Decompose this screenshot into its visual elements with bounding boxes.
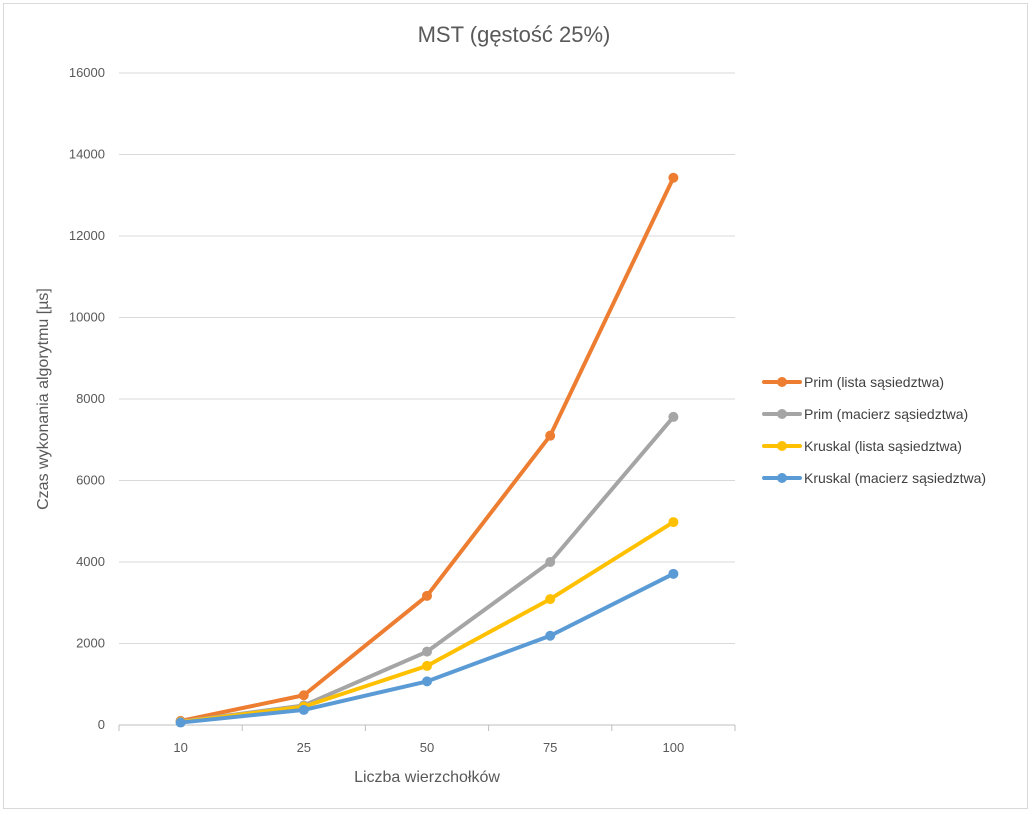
y-tick-label: 4000 (76, 554, 105, 569)
data-point (175, 717, 186, 728)
series-line (178, 520, 676, 725)
data-point (668, 411, 679, 422)
legend-item: Prim (lista sąsiedztwa) (762, 374, 944, 390)
x-axis-title: Liczba wierzchołków (354, 769, 500, 786)
x-tick-label: 25 (297, 740, 311, 755)
chart-title: MST (gęstość 25%) (418, 22, 611, 47)
data-point (422, 646, 432, 657)
y-tick-label: 2000 (76, 636, 105, 651)
y-tick-label: 8000 (76, 391, 105, 406)
legend-swatch-marker (777, 441, 787, 451)
data-point (668, 172, 679, 183)
data-point (545, 630, 556, 641)
y-tick-label: 16000 (69, 65, 105, 80)
data-point (668, 517, 679, 528)
data-point (545, 557, 556, 567)
legend-label: Prim (macierz sąsiedztwa) (804, 406, 968, 422)
data-point (668, 568, 679, 579)
chart-frame (3, 3, 1028, 809)
series-0 (175, 172, 679, 726)
legend-item: Kruskal (macierz sąsiedztwa) (762, 470, 986, 486)
series-2 (175, 517, 679, 728)
x-tick-label: 100 (663, 740, 685, 755)
legend-label: Kruskal (macierz sąsiedztwa) (804, 470, 986, 486)
data-point (298, 690, 309, 701)
legend-swatch-marker (777, 409, 787, 419)
x-tick-label: 75 (543, 740, 557, 755)
y-tick-label: 6000 (76, 473, 105, 488)
series-line (178, 175, 676, 723)
legend-swatch-marker (777, 377, 787, 387)
x-tick-label: 50 (420, 740, 434, 755)
data-point (422, 676, 432, 687)
legend-swatch-marker (777, 473, 787, 483)
data-point (298, 704, 309, 715)
y-tick-label: 14000 (69, 147, 105, 162)
x-axis-ticks: 10 25 50 75 100 (118, 725, 736, 755)
data-point (422, 660, 432, 671)
y-axis-title: Czas wykonania algorytmu [µs] (35, 288, 52, 510)
legend-label: Kruskal (lista sąsiedztwa) (804, 438, 962, 454)
legend-item: Prim (macierz sąsiedztwa) (762, 406, 968, 422)
y-tick-label: 10000 (69, 310, 105, 325)
data-point (545, 430, 556, 441)
data-point (545, 594, 556, 605)
legend-item: Kruskal (lista sąsiedztwa) (762, 438, 962, 454)
x-tick-label: 10 (173, 740, 187, 755)
data-point (422, 590, 432, 601)
gridlines (119, 72, 735, 644)
legend-label: Prim (lista sąsiedztwa) (804, 374, 944, 390)
series-3 (175, 568, 679, 728)
y-axis-ticks: 0 2000 4000 6000 8000 10000 12000 14000 16000 (69, 65, 105, 732)
y-tick-label: 12000 (69, 228, 105, 243)
series-layer (175, 172, 679, 728)
y-tick-label: 0 (98, 717, 105, 732)
legend: Prim (lista sąsiedztwa) Prim (macierz sąs… (762, 374, 986, 486)
